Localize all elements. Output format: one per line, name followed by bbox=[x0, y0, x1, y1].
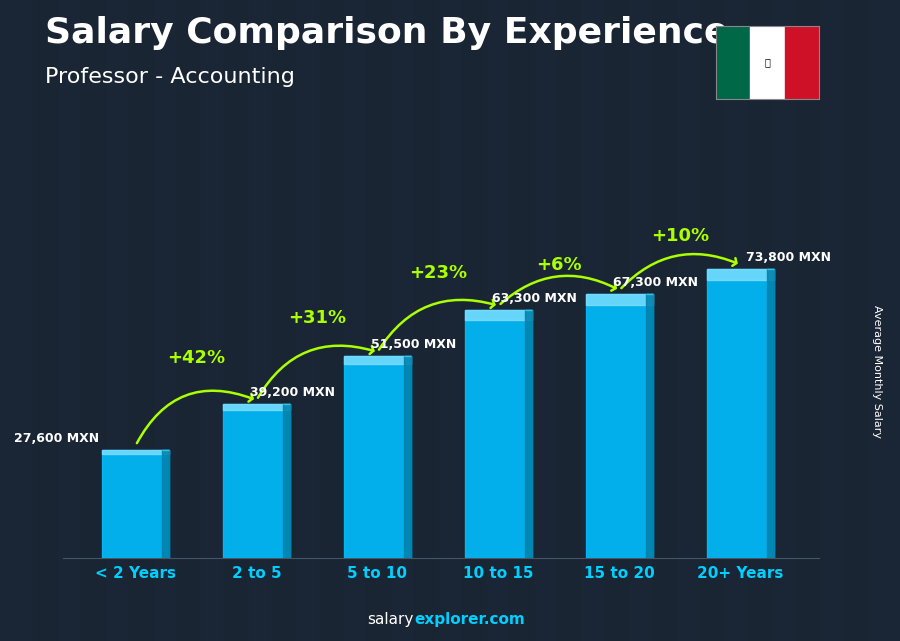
Bar bbox=[463, 0, 485, 641]
Bar bbox=[129, 0, 151, 641]
Bar bbox=[415, 0, 437, 641]
Bar bbox=[223, 404, 290, 558]
Bar bbox=[344, 356, 410, 558]
Text: Professor - Accounting: Professor - Accounting bbox=[45, 67, 295, 87]
Bar bbox=[558, 0, 580, 641]
Text: 63,300 MXN: 63,300 MXN bbox=[492, 292, 577, 305]
Bar bbox=[767, 269, 774, 558]
Text: 73,800 MXN: 73,800 MXN bbox=[746, 251, 832, 264]
Bar bbox=[224, 0, 247, 641]
Bar bbox=[749, 0, 771, 641]
Bar bbox=[103, 449, 169, 558]
Bar bbox=[750, 26, 785, 99]
Text: +23%: +23% bbox=[409, 264, 467, 282]
Bar bbox=[510, 0, 533, 641]
Text: +31%: +31% bbox=[288, 308, 346, 326]
Bar bbox=[653, 0, 676, 641]
Text: 27,600 MXN: 27,600 MXN bbox=[14, 432, 99, 445]
Bar bbox=[707, 269, 774, 280]
Text: Average Monthly Salary: Average Monthly Salary bbox=[872, 305, 883, 438]
Bar bbox=[320, 0, 342, 641]
Bar bbox=[272, 0, 294, 641]
Bar bbox=[796, 0, 819, 641]
Bar bbox=[223, 404, 290, 410]
Bar bbox=[707, 269, 774, 558]
Text: 🦅: 🦅 bbox=[764, 58, 770, 67]
Text: +6%: +6% bbox=[536, 256, 581, 274]
Bar bbox=[34, 0, 56, 641]
Bar bbox=[81, 0, 104, 641]
Bar bbox=[586, 294, 652, 558]
Bar bbox=[465, 310, 532, 558]
Bar bbox=[785, 26, 819, 99]
Text: explorer.com: explorer.com bbox=[414, 612, 525, 627]
Text: salary: salary bbox=[367, 612, 414, 627]
Bar bbox=[701, 0, 724, 641]
Text: Salary Comparison By Experience: Salary Comparison By Experience bbox=[45, 16, 728, 50]
Bar bbox=[606, 0, 628, 641]
Bar bbox=[344, 356, 410, 364]
Text: 67,300 MXN: 67,300 MXN bbox=[614, 276, 698, 289]
Bar bbox=[465, 310, 532, 320]
Text: 51,500 MXN: 51,500 MXN bbox=[372, 338, 456, 351]
Text: +42%: +42% bbox=[167, 349, 225, 367]
Bar bbox=[525, 310, 532, 558]
Text: 39,200 MXN: 39,200 MXN bbox=[250, 387, 336, 399]
Bar bbox=[716, 26, 750, 99]
Bar bbox=[103, 449, 169, 454]
Text: +10%: +10% bbox=[651, 227, 709, 245]
Bar bbox=[284, 404, 290, 558]
Bar bbox=[367, 0, 390, 641]
Bar bbox=[176, 0, 199, 641]
Bar bbox=[162, 449, 169, 558]
Bar bbox=[844, 0, 866, 641]
Bar bbox=[404, 356, 410, 558]
Bar bbox=[646, 294, 652, 558]
Bar bbox=[586, 294, 652, 304]
